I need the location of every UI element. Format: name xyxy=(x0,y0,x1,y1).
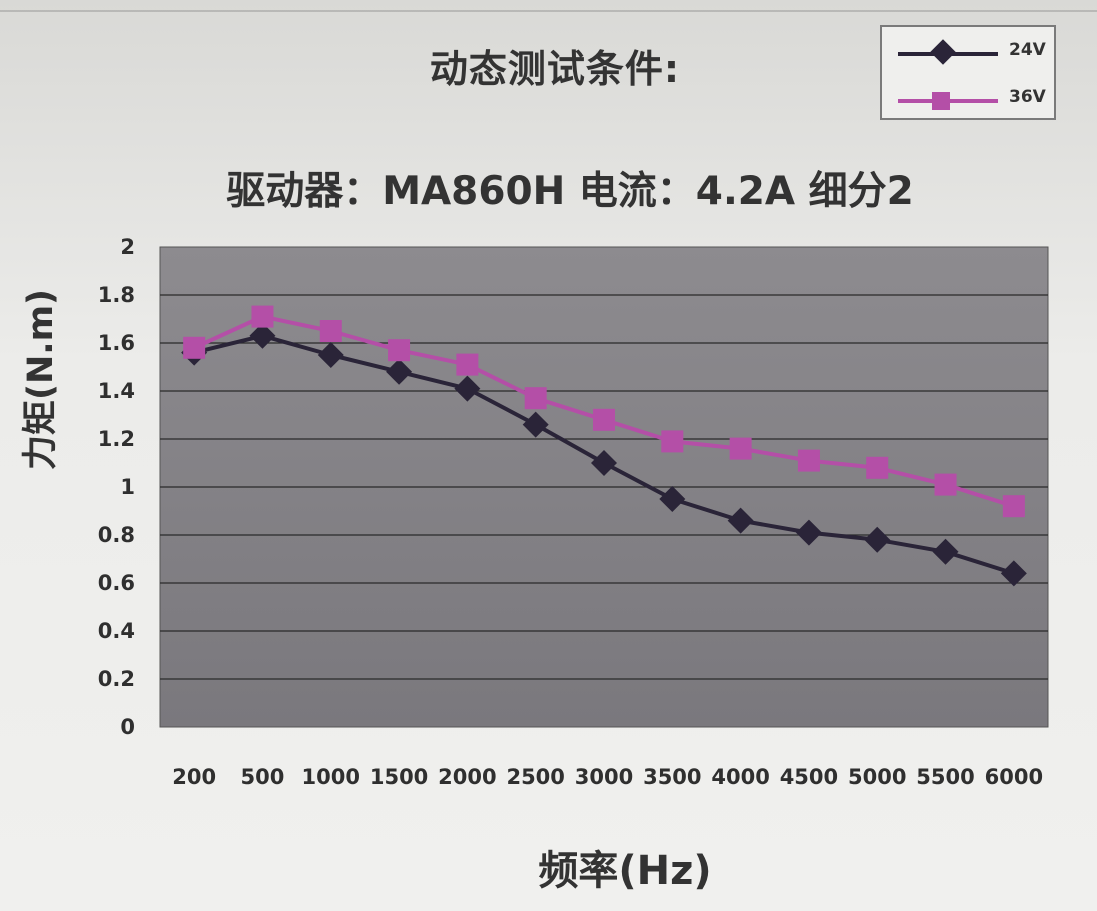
data-point xyxy=(591,450,617,476)
x-tick-label: 6000 xyxy=(985,765,1043,789)
y-tick-label: 2 xyxy=(120,235,135,259)
data-point xyxy=(866,456,889,479)
data-point xyxy=(864,526,891,553)
x-tick-label: 2000 xyxy=(438,765,496,789)
data-point xyxy=(317,342,344,368)
data-point xyxy=(386,358,413,385)
y-tick-label: 0.6 xyxy=(98,571,135,595)
grid-lines xyxy=(160,294,1048,680)
legend-marker-36v xyxy=(932,92,950,110)
data-point xyxy=(251,305,274,328)
data-point xyxy=(727,507,754,534)
x-tick-label: 5000 xyxy=(848,765,906,789)
data-point xyxy=(1002,495,1025,518)
chart-title: 动态测试条件: xyxy=(429,47,681,91)
y-tick-label: 1.2 xyxy=(98,427,135,451)
y-axis-label: 力矩(N.m) xyxy=(21,288,61,470)
x-tick-label: 500 xyxy=(241,765,285,789)
chart-legend: 24V 36V xyxy=(880,25,1056,120)
data-point xyxy=(456,353,479,376)
chart-subtitle: 驱动器：MA860H 电流：4.2A 细分2 xyxy=(226,169,914,214)
data-point xyxy=(593,408,615,431)
data-point xyxy=(661,430,684,453)
y-tick-label: 0.8 xyxy=(98,523,135,547)
data-point xyxy=(388,339,411,362)
x-axis-ticks: 200 500 1000 1500 2000 2500 3000 3500 4000 4500 50… xyxy=(172,765,1043,789)
legend-item-36v: 36V xyxy=(882,82,1058,118)
y-axis-ticks: 0 0.2 0.4 0.6 0.8 1 1.2 1.4 1.6 1.8 2 xyxy=(98,235,135,739)
data-point xyxy=(522,411,549,438)
x-tick-label: 2500 xyxy=(506,765,564,789)
legend-label-36v: 36V xyxy=(1009,87,1046,107)
y-tick-label: 0 xyxy=(120,715,135,739)
x-tick-label: 1000 xyxy=(302,765,360,789)
data-point xyxy=(319,320,342,342)
y-tick-label: 1.6 xyxy=(98,331,135,355)
x-tick-label: 5500 xyxy=(916,765,974,789)
x-tick-label: 200 xyxy=(172,765,216,789)
data-point xyxy=(934,473,957,496)
data-point xyxy=(1000,560,1027,587)
data-series xyxy=(181,305,1027,587)
y-tick-label: 0.4 xyxy=(98,619,135,643)
data-point xyxy=(183,336,206,359)
legend-label-24v: 24V xyxy=(1009,40,1046,60)
x-tick-label: 4000 xyxy=(711,765,769,789)
y-tick-label: 0.2 xyxy=(98,667,135,691)
x-axis-label: 频率(Hz) xyxy=(538,848,712,894)
data-point xyxy=(932,538,959,565)
legend-item-24v: 24V xyxy=(882,35,1058,71)
x-tick-label: 3000 xyxy=(575,765,633,789)
x-tick-label: 3500 xyxy=(643,765,701,789)
data-point xyxy=(249,322,276,349)
x-tick-label: 1500 xyxy=(370,765,428,789)
data-point xyxy=(795,519,822,546)
y-tick-label: 1.4 xyxy=(98,379,135,403)
series-24v xyxy=(181,322,1027,587)
y-tick-label: 1.8 xyxy=(98,283,135,307)
data-point xyxy=(454,375,481,402)
data-point xyxy=(797,449,820,472)
series-36v xyxy=(183,305,1025,518)
data-point xyxy=(524,387,547,410)
y-tick-label: 1 xyxy=(120,475,135,499)
data-point xyxy=(659,486,686,512)
data-point xyxy=(729,437,752,460)
page-top-rule xyxy=(0,0,1097,12)
x-tick-label: 4500 xyxy=(780,765,838,789)
